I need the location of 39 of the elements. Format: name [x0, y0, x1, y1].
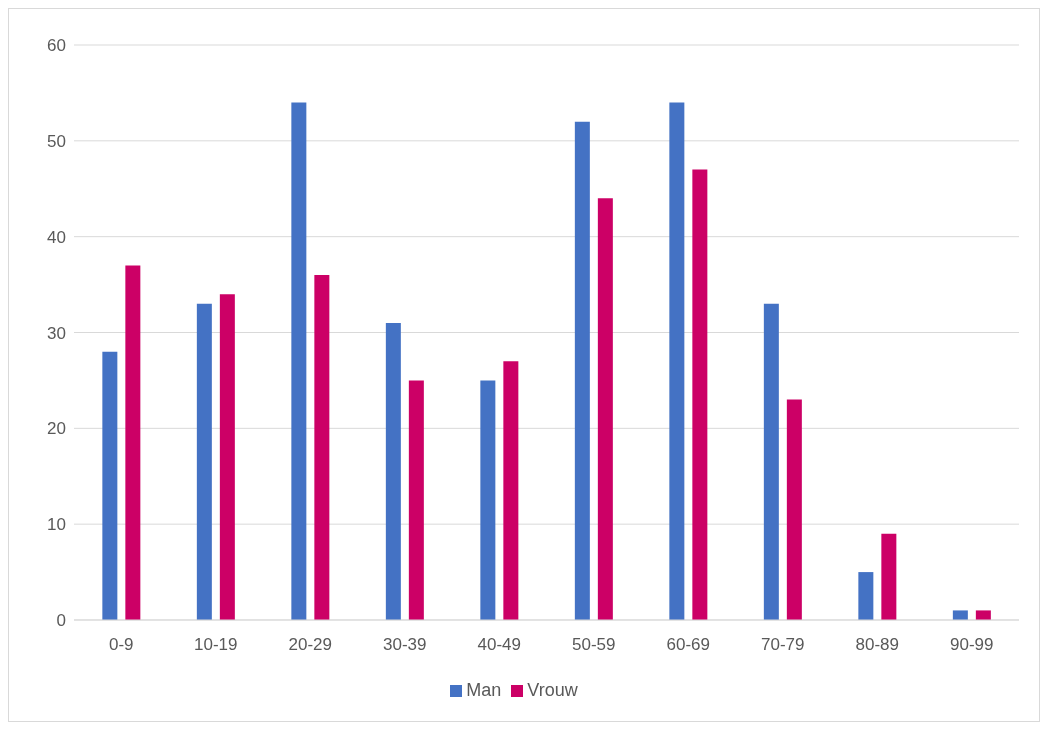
bar	[763, 303, 779, 620]
x-tick-label: 80-89	[855, 635, 899, 655]
y-tick-label: 40	[47, 227, 66, 247]
bar	[408, 380, 424, 620]
bar	[574, 121, 590, 620]
y-tick-label: 20	[47, 419, 66, 439]
y-tick-label: 60	[47, 36, 66, 56]
legend-label: Vrouw	[527, 680, 578, 700]
bar	[314, 275, 330, 620]
x-tick-label: 20-29	[288, 635, 332, 655]
bar	[196, 303, 212, 620]
bar	[975, 610, 991, 620]
bar	[597, 198, 613, 620]
y-tick-label: 0	[56, 611, 66, 631]
y-tick-label: 30	[47, 323, 66, 343]
x-tick-label: 40-49	[477, 635, 521, 655]
x-tick-label: 50-59	[572, 635, 616, 655]
bar	[385, 322, 401, 620]
x-tick-label: 60-69	[666, 635, 710, 655]
bar	[858, 572, 874, 620]
bar	[692, 169, 708, 620]
bar	[881, 533, 897, 620]
legend-label: Man	[466, 680, 502, 700]
x-tick-label: 70-79	[761, 635, 805, 655]
bar	[503, 361, 519, 620]
bar	[786, 399, 802, 620]
y-tick-label: 50	[47, 131, 66, 151]
x-tick-label: 0-9	[108, 635, 134, 655]
bar	[102, 351, 118, 620]
bar	[952, 610, 968, 620]
bar	[125, 265, 141, 620]
bar	[669, 102, 685, 620]
bar	[480, 380, 496, 620]
x-tick-label: 90-99	[950, 635, 994, 655]
y-tick-label: 10	[47, 515, 66, 535]
bar	[291, 102, 307, 620]
x-tick-label: 30-39	[383, 635, 427, 655]
bar	[219, 294, 235, 620]
x-tick-label: 10-19	[194, 635, 238, 655]
